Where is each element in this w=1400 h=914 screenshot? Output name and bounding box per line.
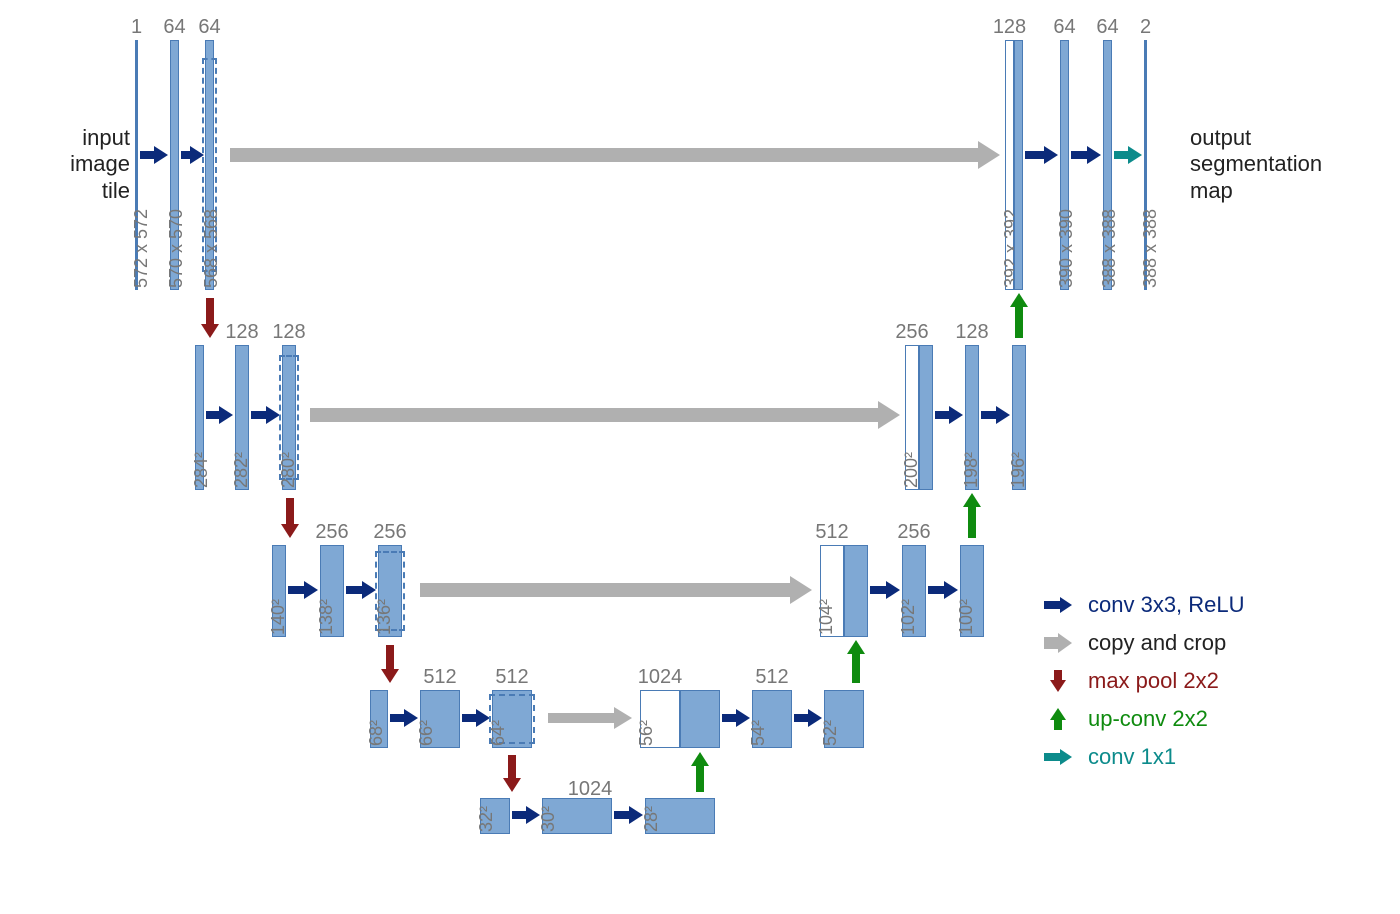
legend-text: max pool 2x2 [1088, 668, 1219, 694]
size-label: 56² [636, 720, 657, 746]
channels-label: 128 [985, 16, 1035, 39]
size-label: 568 x 568 [201, 209, 222, 288]
legend-item: conv 3x3, ReLU [1040, 590, 1245, 620]
size-label: 100² [956, 599, 977, 635]
size-label: 570 x 570 [166, 209, 187, 288]
channels-label: 128 [264, 321, 314, 344]
feature-map-d2_0b [844, 545, 868, 637]
size-label: 198² [961, 452, 982, 488]
channels-label: 256 [365, 521, 415, 544]
size-label: 572 x 572 [131, 209, 152, 288]
legend-item: up-conv 2x2 [1040, 704, 1245, 734]
channels-label: 128 [217, 321, 267, 344]
channels-label: 1024 [635, 666, 685, 689]
size-label: 138² [316, 599, 337, 635]
channels-label-1024: 1024 [560, 778, 620, 801]
legend-arrow-icon [1040, 704, 1080, 734]
feature-map-d1_0b [919, 345, 933, 490]
size-label: 196² [1008, 452, 1029, 488]
channels-label: 64 [185, 16, 235, 39]
size-label: 388 x 388 [1140, 209, 1161, 288]
size-label: 52² [820, 720, 841, 746]
size-label: 68² [366, 720, 387, 746]
legend-item: copy and crop [1040, 628, 1245, 658]
size-label: 32² [476, 806, 497, 832]
legend-arrow-icon [1040, 666, 1080, 696]
size-label: 30² [538, 806, 559, 832]
size-label: 64² [488, 720, 509, 746]
legend-text: copy and crop [1088, 630, 1226, 656]
channels-label: 128 [947, 321, 997, 344]
input-label: inputimagetile [70, 125, 130, 204]
channels-label: 512 [747, 666, 797, 689]
legend-arrow-icon [1040, 742, 1080, 772]
legend-arrow-icon [1040, 590, 1080, 620]
size-label: 102² [898, 599, 919, 635]
channels-label: 512 [415, 666, 465, 689]
channels-label: 256 [307, 521, 357, 544]
legend-arrow-icon [1040, 628, 1080, 658]
legend-item: conv 1x1 [1040, 742, 1245, 772]
size-label: 390 x 390 [1056, 209, 1077, 288]
output-label: outputsegmentationmap [1190, 125, 1390, 204]
channels-label: 256 [889, 521, 939, 544]
legend-text: up-conv 2x2 [1088, 706, 1208, 732]
legend: conv 3x3, ReLU copy and crop max pool 2x2 u… [1040, 590, 1245, 780]
feature-map-d3_0b [680, 690, 720, 748]
size-label: 140² [268, 599, 289, 635]
size-label: 104² [816, 599, 837, 635]
size-label: 280² [278, 452, 299, 488]
channels-label: 512 [807, 521, 857, 544]
legend-item: max pool 2x2 [1040, 666, 1245, 696]
channels-label: 2 [1121, 16, 1171, 39]
size-label: 282² [231, 452, 252, 488]
feature-map-d0_0b [1014, 40, 1023, 290]
size-label: 66² [416, 720, 437, 746]
legend-text: conv 1x1 [1088, 744, 1176, 770]
channels-label: 256 [887, 321, 937, 344]
size-label: 136² [374, 599, 395, 635]
size-label: 284² [191, 452, 212, 488]
size-label: 388 x 388 [1099, 209, 1120, 288]
size-label: 54² [748, 720, 769, 746]
size-label: 28² [641, 806, 662, 832]
legend-text: conv 3x3, ReLU [1088, 592, 1245, 618]
channels-label: 512 [487, 666, 537, 689]
